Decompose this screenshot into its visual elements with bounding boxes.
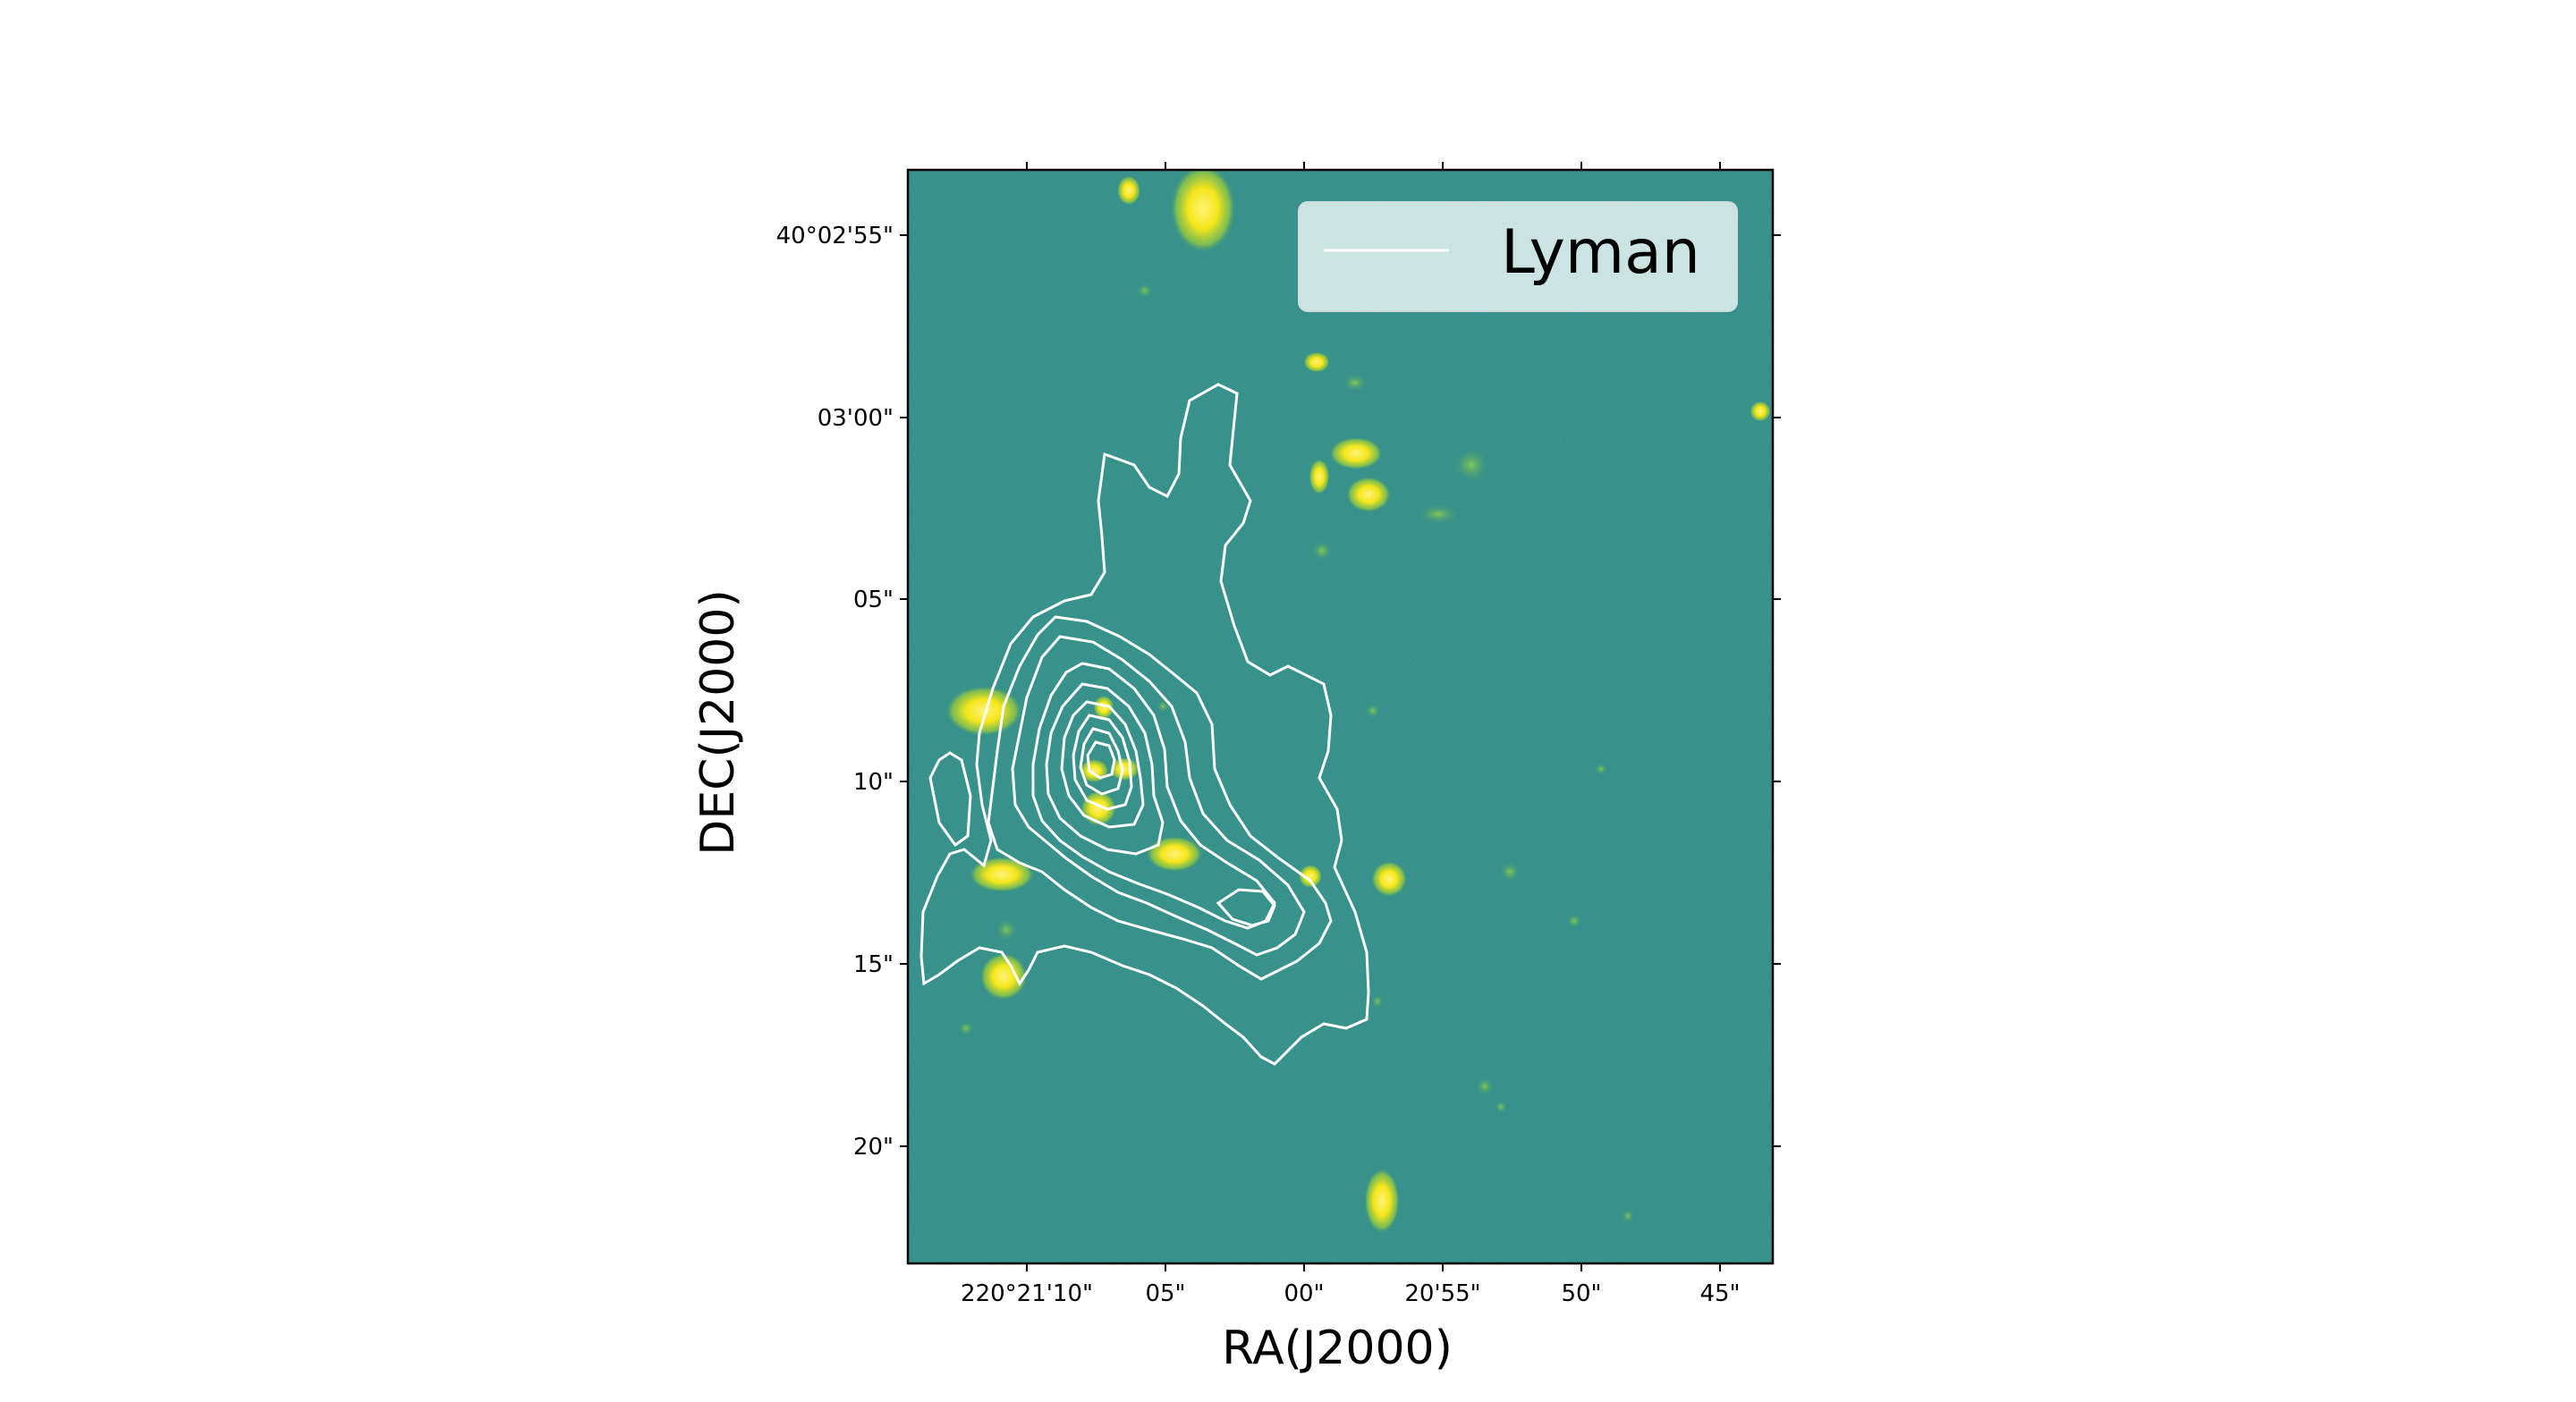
y-axis-label: DEC(J2000)	[691, 589, 745, 855]
contour-level-1-island	[928, 751, 972, 848]
x-axis-ticks: 220°21'10" 05" 00" 20'55" 50" 45"	[961, 162, 1741, 1307]
bright-source	[1370, 860, 1408, 898]
faint-source	[1621, 1209, 1635, 1223]
contour-level-7	[1072, 714, 1133, 811]
faint-source	[1370, 994, 1385, 1009]
faint-source	[1565, 912, 1583, 930]
y-tick-label: 20"	[853, 1134, 894, 1161]
bright-source	[944, 685, 1024, 737]
x-tick-label: 05"	[1145, 1280, 1185, 1307]
faint-source	[1415, 503, 1462, 526]
faint-source	[1498, 860, 1521, 883]
faint-source	[993, 916, 1020, 943]
contour-level-6	[1060, 700, 1145, 829]
contour-level-5	[1045, 682, 1165, 856]
contour-level-8	[1079, 727, 1124, 796]
x-tick-label: 45"	[1699, 1280, 1740, 1307]
faint-source	[1474, 1076, 1496, 1097]
y-tick-label: 10"	[853, 769, 894, 796]
bright-source	[1145, 835, 1204, 873]
bright-source	[1116, 175, 1141, 206]
bright-source	[1309, 458, 1330, 495]
x-tick-label: 220°21'10"	[961, 1280, 1093, 1307]
contour-level-4	[1031, 662, 1276, 930]
legend: Lyman	[1298, 201, 1738, 312]
faint-source	[1451, 444, 1492, 486]
contour-level-1	[919, 383, 1370, 1066]
faint-source	[1136, 282, 1154, 300]
bright-source	[979, 951, 1029, 1001]
plot-area	[906, 168, 1775, 1265]
y-tick-label: 05"	[853, 587, 894, 613]
x-tick-label: 00"	[1284, 1280, 1324, 1307]
bright-source	[1169, 170, 1237, 254]
faint-source	[1594, 762, 1608, 776]
legend-box	[1298, 201, 1738, 312]
y-tick-label: 15"	[853, 951, 894, 978]
contour-level-4-island	[1216, 888, 1276, 927]
y-axis-ticks: 40°02'55" 03'00" 05" 10" 15" 20"	[776, 223, 1781, 1161]
faint-source	[1494, 1100, 1508, 1114]
x-axis-label: RA(J2000)	[1222, 1322, 1453, 1375]
y-tick-label: 03'00"	[818, 405, 894, 432]
legend-label-lyman: Lyman	[1501, 217, 1700, 288]
x-tick-label: 20'55"	[1404, 1280, 1480, 1307]
image-noise	[908, 170, 1773, 1263]
contour-level-3	[1011, 635, 1306, 957]
contours	[919, 383, 1370, 1066]
x-tick-label: 50"	[1561, 1280, 1601, 1307]
contour-level-9	[1086, 740, 1116, 780]
bright-source	[1093, 695, 1114, 720]
contour-level-2	[987, 615, 1333, 981]
faint-source	[1310, 539, 1334, 562]
faint-source	[1341, 372, 1369, 393]
faint-source	[1364, 702, 1382, 720]
bright-source	[1298, 864, 1323, 889]
bright-source	[1079, 758, 1109, 783]
bright-source	[1328, 436, 1384, 470]
bright-source	[1345, 476, 1392, 513]
faint-source	[1156, 699, 1170, 714]
bright-source	[1302, 351, 1331, 373]
faint-source	[957, 1019, 975, 1037]
bright-source	[1363, 1167, 1401, 1235]
bright-source	[1750, 401, 1771, 422]
plot-frame	[906, 168, 1775, 1265]
y-tick-label: 40°02'55"	[776, 223, 894, 249]
